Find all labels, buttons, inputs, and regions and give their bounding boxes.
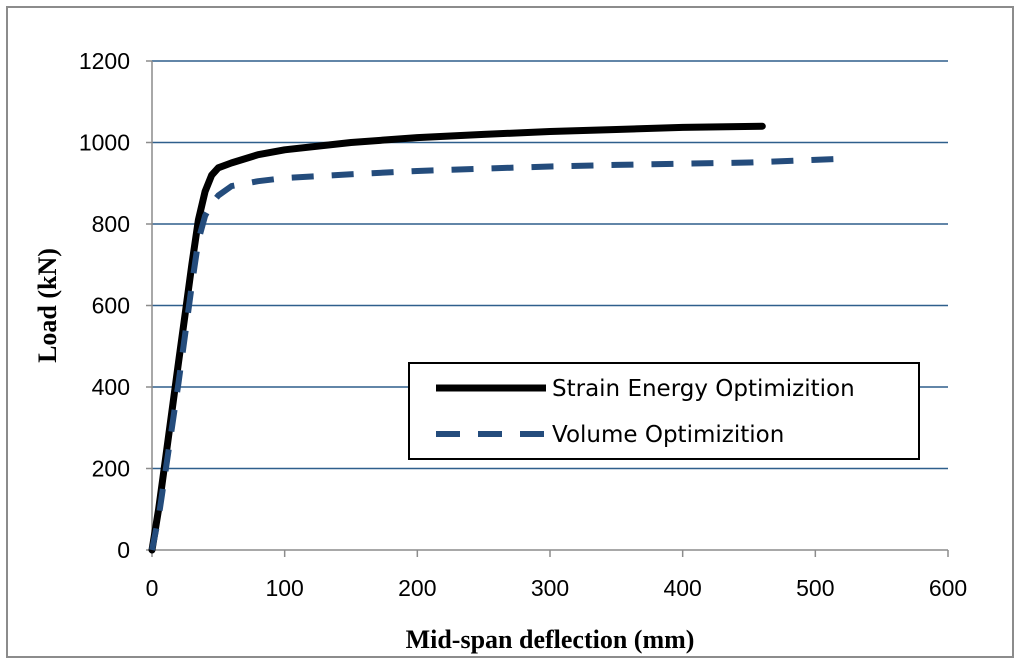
line-chart: 0 200 400 600 800 1000 1200 0 100 200 300 400 500 600… — [33, 48, 967, 654]
y-tick-label: 0 — [117, 537, 130, 563]
gridlines — [152, 60, 948, 470]
chart-frame: 0 200 400 600 800 1000 1200 0 100 200 300 400 500 600… — [6, 6, 1014, 658]
x-axis-title: Mid-span deflection (mm) — [406, 625, 695, 654]
x-tick-label: 500 — [796, 575, 834, 601]
x-tick-label: 600 — [929, 575, 967, 601]
y-tick-label: 600 — [92, 293, 130, 319]
series-lines — [148, 122, 843, 554]
y-tick-label: 1200 — [79, 48, 130, 74]
legend-label-strain-energy: Strain Energy Optimizition — [552, 376, 855, 402]
x-tick-label: 0 — [146, 575, 159, 601]
axes — [146, 60, 949, 557]
y-axis-title: Load (kN) — [33, 248, 62, 363]
y-tick-label: 400 — [92, 374, 130, 400]
legend-box — [408, 362, 920, 460]
y-tick-label: 200 — [92, 456, 130, 482]
x-tick-label: 200 — [398, 575, 436, 601]
legend: Strain Energy Optimizition Volume Optimi… — [408, 362, 920, 460]
x-tick-label: 400 — [663, 575, 701, 601]
x-tick-label: 100 — [265, 575, 303, 601]
tick-labels: 0 200 400 600 800 1000 1200 0 100 200 300 400 500 600 — [79, 48, 967, 601]
y-tick-label: 1000 — [79, 130, 130, 156]
x-tick-label: 300 — [531, 575, 569, 601]
series-line-volume — [149, 155, 843, 551]
y-tick-label: 800 — [92, 211, 130, 237]
series-line-strain-energy — [148, 122, 766, 554]
legend-label-volume: Volume Optimizition — [552, 422, 784, 448]
